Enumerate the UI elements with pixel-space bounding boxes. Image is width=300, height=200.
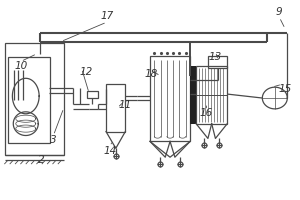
Bar xyxy=(87,91,98,98)
Bar xyxy=(5,43,64,155)
Text: 12: 12 xyxy=(80,67,93,77)
Bar xyxy=(208,56,227,68)
Text: 11: 11 xyxy=(118,100,131,110)
Text: 2: 2 xyxy=(38,155,45,165)
Text: 17: 17 xyxy=(100,11,113,21)
Text: 10: 10 xyxy=(14,61,27,71)
Text: 13: 13 xyxy=(209,52,222,62)
Text: 9: 9 xyxy=(276,7,283,17)
Bar xyxy=(190,66,196,124)
Text: 18: 18 xyxy=(145,69,158,79)
Bar xyxy=(150,56,190,141)
Text: 16: 16 xyxy=(200,108,213,118)
Bar xyxy=(106,84,125,132)
Text: 15: 15 xyxy=(279,84,292,94)
Bar xyxy=(8,57,50,143)
Bar xyxy=(196,66,227,124)
Text: 3: 3 xyxy=(50,135,57,145)
Text: 14: 14 xyxy=(103,146,116,156)
